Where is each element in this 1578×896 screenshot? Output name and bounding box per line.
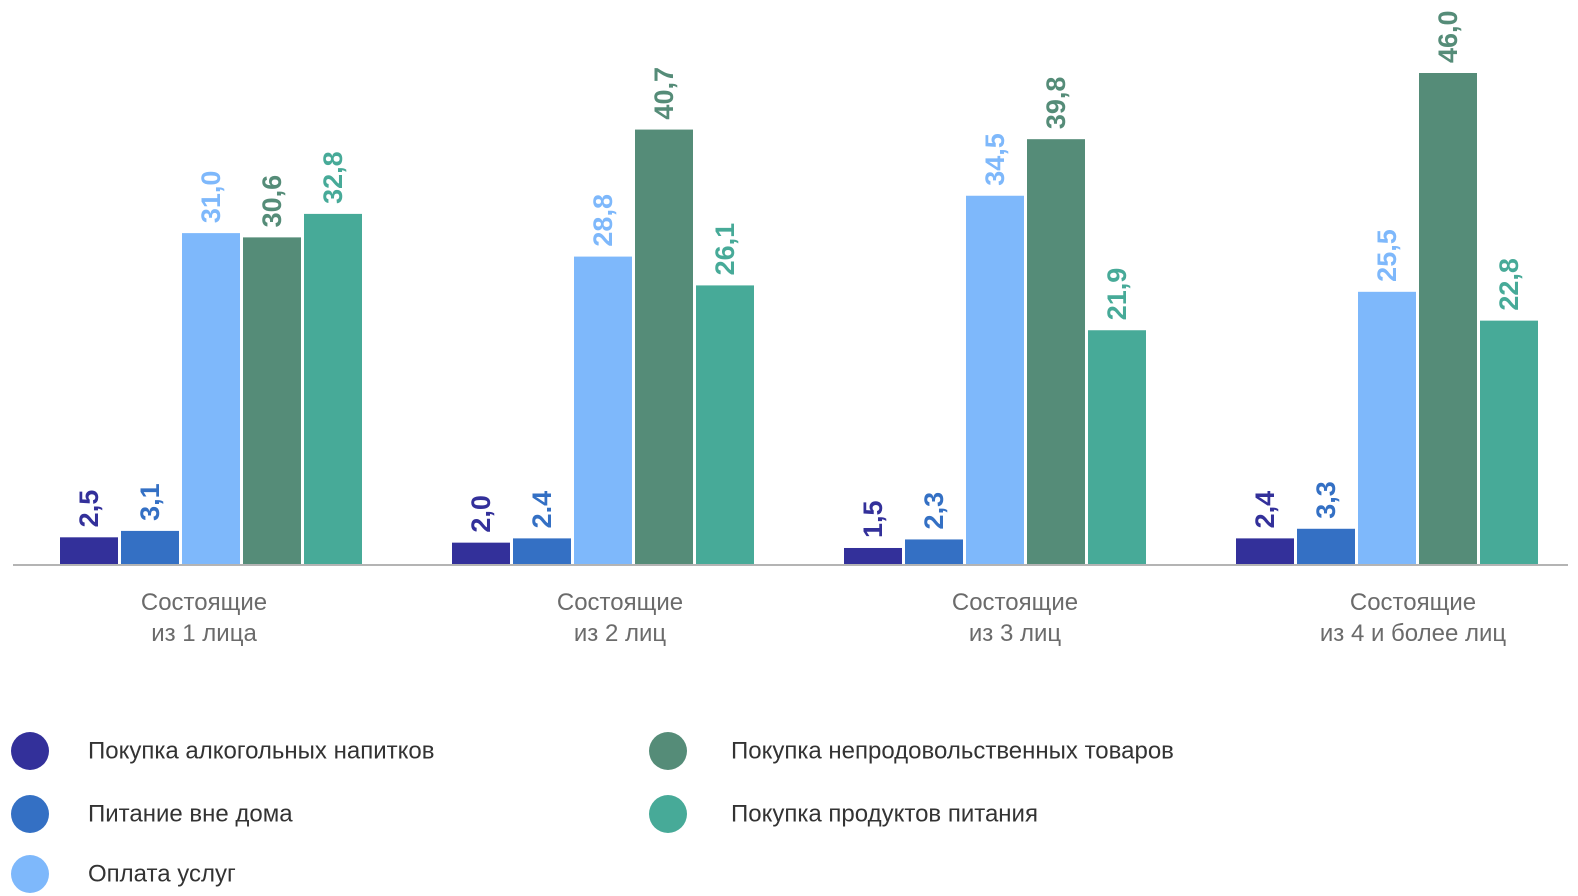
data-label: 3,1: [135, 483, 165, 521]
bar: [1358, 291, 1416, 564]
legend-marker: [11, 732, 49, 770]
data-label: 22,8: [1494, 258, 1524, 311]
category-labels: Состоящие из 1 лица Состоящие из 2 лиц Состо…: [141, 589, 1507, 647]
category-label: Состоящие: [141, 589, 267, 616]
data-label: 2,0: [466, 495, 496, 533]
bar: [182, 233, 240, 564]
bars-layer: 2,5 3,1 31,0 30,6 32,8 2,0 2.4 28,8 40,7 26,1 1,5 2…: [60, 10, 1538, 565]
bar: [1088, 330, 1146, 564]
bar: [1236, 538, 1294, 564]
data-label: 2.4: [527, 491, 557, 529]
category-label: Состоящие: [1350, 589, 1476, 616]
bar: [696, 285, 754, 564]
bar: [905, 539, 963, 564]
data-label: 1,5: [858, 500, 888, 538]
data-label: 40,7: [649, 67, 679, 120]
category-label: Состоящие: [557, 589, 683, 616]
bar: [60, 537, 118, 564]
data-label: 3,3: [1311, 481, 1341, 519]
category-label: из 3 лиц: [969, 620, 1062, 647]
data-label: 46,0: [1433, 10, 1463, 63]
bar: [121, 530, 179, 564]
data-label: 31,0: [196, 171, 226, 224]
data-label: 32,8: [318, 151, 348, 204]
category-label: Состоящие: [952, 589, 1078, 616]
bar: [844, 547, 902, 564]
category-label: из 1 лица: [151, 620, 257, 647]
category-label: из 4 и более лиц: [1320, 620, 1507, 647]
bar: [1297, 528, 1355, 564]
bar: [452, 542, 510, 564]
data-label: 2,4: [1250, 491, 1280, 529]
data-label: 26,1: [710, 223, 740, 276]
legend: Покупка алкогольных напитков Питание вне …: [11, 732, 1174, 893]
legend-marker: [11, 795, 49, 833]
bar: [966, 195, 1024, 564]
legend-marker: [649, 732, 687, 770]
legend-label: Покупка непродовольственных товаров: [731, 738, 1174, 765]
bar: [635, 129, 693, 565]
data-label: 2,5: [74, 490, 104, 528]
bar: [1419, 73, 1477, 564]
data-label: 2,3: [919, 492, 949, 530]
bar: [574, 256, 632, 564]
data-label: 39,8: [1041, 77, 1071, 130]
data-label: 21,9: [1102, 268, 1132, 321]
bar: [1480, 320, 1538, 564]
data-label: 28,8: [588, 194, 618, 247]
bar: [1027, 139, 1085, 564]
legend-label: Покупка алкогольных напитков: [88, 738, 434, 765]
bar: [304, 213, 362, 565]
data-label: 30,6: [257, 175, 287, 228]
bar: [513, 538, 571, 564]
data-label: 34,5: [980, 133, 1010, 186]
legend-label: Питание вне дома: [88, 801, 293, 828]
legend-marker: [11, 855, 49, 893]
category-label: из 2 лиц: [574, 620, 667, 647]
legend-marker: [649, 795, 687, 833]
legend-label: Оплата услуг: [88, 861, 236, 888]
bar: [243, 237, 301, 564]
data-label: 25,5: [1372, 229, 1402, 282]
legend-label: Покупка продуктов питания: [731, 801, 1038, 828]
